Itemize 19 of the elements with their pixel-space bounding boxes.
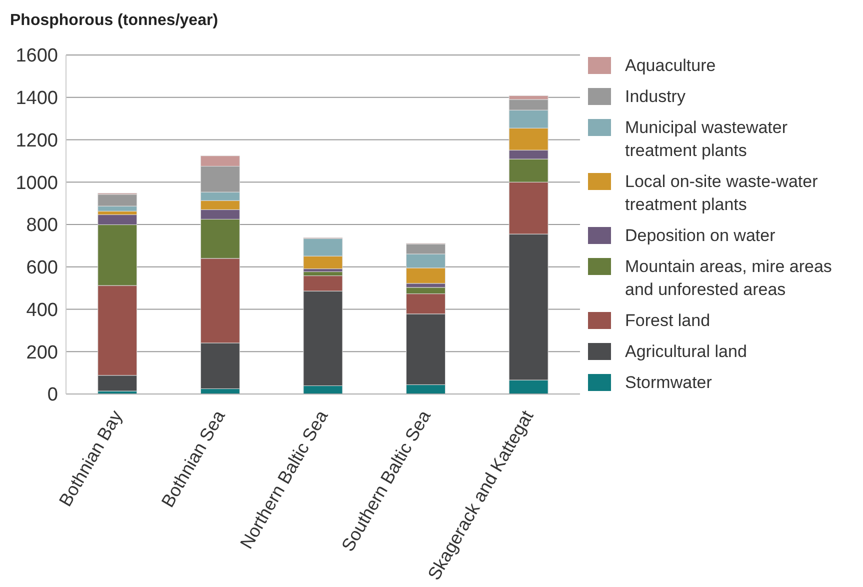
y-axis-title: Phosphorous (tonnes/year) bbox=[10, 12, 218, 30]
legend-label: Local on-site waste-water treatment plants bbox=[625, 171, 819, 216]
y-tick-label: 1400 bbox=[16, 88, 58, 110]
y-tick-label: 1000 bbox=[16, 172, 58, 194]
y-tick-label: 200 bbox=[26, 342, 58, 364]
y-tick-label: 1600 bbox=[16, 46, 58, 67]
legend-label: Industry bbox=[625, 86, 686, 108]
y-tick-label: 800 bbox=[26, 215, 58, 236]
legend-label: Deposition on water bbox=[625, 225, 776, 247]
y-tick-label: 1200 bbox=[16, 130, 58, 152]
legend-label: Mountain areas, mire areas and unforested areas bbox=[625, 256, 833, 301]
legend-label: Stormwater bbox=[625, 372, 712, 394]
y-tick-label: 0 bbox=[47, 384, 58, 406]
y-tick-label: 600 bbox=[26, 258, 58, 279]
legend-label: Forest land bbox=[625, 310, 710, 332]
legend-label: Agricultural land bbox=[625, 341, 747, 363]
legend-label: Municipal wastewater treatment plants bbox=[625, 117, 789, 162]
y-tick-label: 400 bbox=[26, 300, 58, 321]
legend-label: Aquaculture bbox=[625, 55, 716, 77]
